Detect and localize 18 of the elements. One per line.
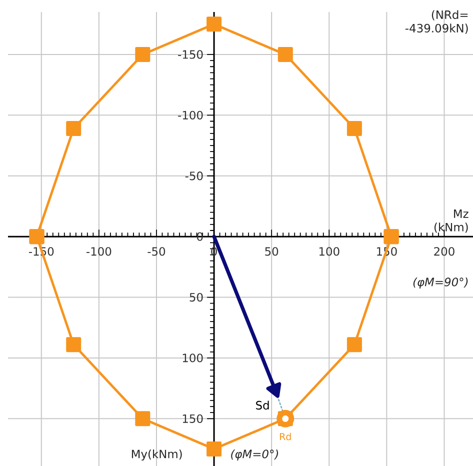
y-tick-label: -150	[178, 50, 203, 59]
x-tick-label: -100	[86, 247, 112, 256]
series-label: Sd	[256, 400, 269, 410]
series-label: Rd	[280, 432, 291, 440]
x-tick-label: 50	[265, 247, 278, 256]
y-tick-label: 50	[190, 292, 203, 302]
annotation: (NRd= -439.09kN)	[405, 10, 468, 34]
y-tick-label: 150	[182, 414, 203, 423]
x-axis-title: Mz (kNm)	[434, 209, 468, 233]
y-tick-label: 100	[182, 354, 203, 362]
x-tick-label: 100	[319, 247, 340, 256]
y-tick-label: -100	[178, 110, 203, 120]
annotation: (φM=0°)	[231, 449, 278, 461]
y-axis-title: My(kNm)	[132, 449, 182, 461]
x-tick-label: 200	[434, 247, 454, 256]
y-tick-label: -50	[185, 172, 203, 180]
annotation: (φM=90°)	[413, 277, 468, 289]
x-tick-label: -50	[148, 247, 166, 256]
